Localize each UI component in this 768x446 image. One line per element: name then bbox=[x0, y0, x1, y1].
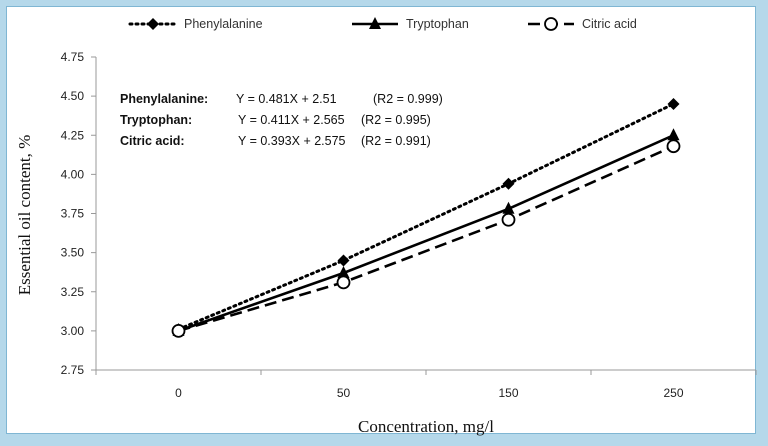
series-line bbox=[178, 145, 675, 333]
legend-label: Tryptophan bbox=[406, 17, 469, 31]
x-axis-title: Concentration, mg/l bbox=[358, 417, 494, 436]
series-tryptophan bbox=[172, 128, 680, 336]
series-line bbox=[178, 134, 675, 333]
marker-triangle bbox=[667, 128, 680, 141]
marker-triangle bbox=[502, 201, 515, 214]
marker-open-circle bbox=[666, 139, 681, 154]
y-tick-label: 4.75 bbox=[61, 50, 85, 64]
y-tick-label: 2.75 bbox=[61, 363, 85, 377]
annotation-r2: (R2 = 0.999) bbox=[373, 92, 443, 106]
marker-diamond bbox=[502, 177, 515, 190]
marker-diamond bbox=[667, 97, 680, 110]
y-tick-label: 3.75 bbox=[61, 207, 85, 221]
annotation-name: Tryptophan: bbox=[120, 113, 192, 127]
x-tick-label: 50 bbox=[337, 386, 351, 400]
marker-triangle bbox=[369, 17, 381, 29]
x-tick-label: 0 bbox=[175, 386, 182, 400]
x-axis-ticks: 0 50 150 250 bbox=[95, 370, 757, 400]
x-tick-label: 250 bbox=[663, 386, 683, 400]
legend: Phenylalanine Tryptophan Citric acid bbox=[128, 17, 637, 31]
legend-label: Phenylalanine bbox=[184, 17, 263, 31]
marker-open-circle bbox=[171, 323, 186, 338]
y-axis-ticks: 2.75 3.00 3.25 3.50 3.75 4.00 4.25 4.50 4.75 bbox=[61, 50, 96, 377]
series-citric-acid bbox=[171, 139, 681, 338]
series-group bbox=[171, 97, 681, 338]
y-tick-label: 3.50 bbox=[61, 246, 85, 260]
annotation-r2: (R2 = 0.995) bbox=[361, 113, 431, 127]
marker-diamond bbox=[337, 254, 350, 267]
marker-diamond bbox=[147, 18, 159, 30]
chart-frame bbox=[6, 6, 756, 434]
y-tick-label: 4.50 bbox=[61, 89, 85, 103]
legend-label: Citric acid bbox=[582, 17, 637, 31]
series-line bbox=[177, 102, 675, 331]
y-axis-title: Essential oil content, % bbox=[15, 135, 34, 296]
annotation-name: Phenylalanine: bbox=[120, 92, 208, 106]
annotation-equation: Y = 0.411X + 2.565 bbox=[238, 113, 345, 127]
y-tick-label: 4.00 bbox=[61, 167, 85, 181]
y-tick-label: 4.25 bbox=[61, 128, 85, 142]
annotation-name: Citric acid: bbox=[120, 134, 185, 148]
annotation-equation: Y = 0.481X + 2.51 bbox=[236, 92, 337, 106]
marker-open-circle bbox=[336, 275, 351, 290]
marker-triangle bbox=[337, 265, 350, 278]
y-tick-label: 3.25 bbox=[61, 285, 85, 299]
y-tick-label: 3.00 bbox=[61, 324, 85, 338]
annotation-equation: Y = 0.393X + 2.575 bbox=[238, 134, 346, 148]
marker-open-circle bbox=[544, 17, 558, 31]
annotation-r2: (R2 = 0.991) bbox=[361, 134, 431, 148]
regression-annotations: Phenylalanine: Y = 0.481X + 2.51 (R2 = 0.9… bbox=[120, 92, 443, 148]
x-tick-label: 150 bbox=[498, 386, 518, 400]
marker-open-circle bbox=[501, 212, 516, 227]
